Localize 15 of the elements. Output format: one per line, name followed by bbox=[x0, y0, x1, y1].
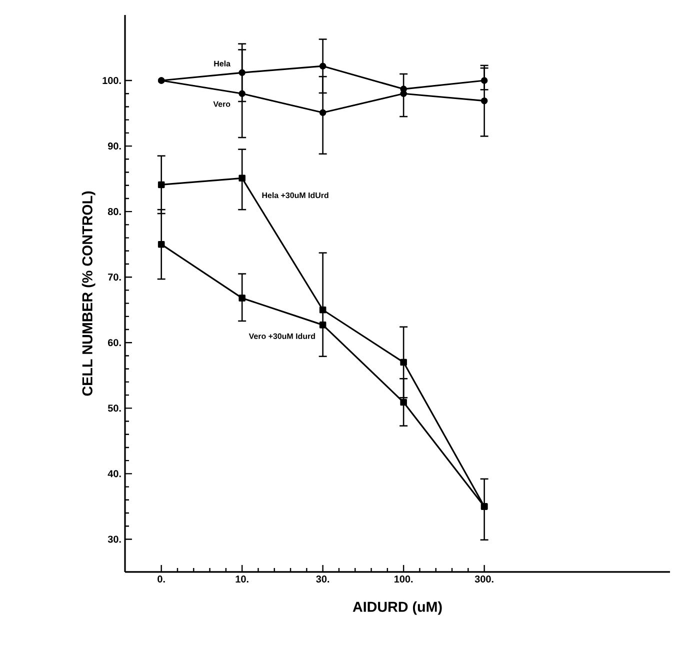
y-tick-label: 90. bbox=[108, 142, 121, 150]
y-tick-label: 30. bbox=[108, 536, 121, 543]
y-tick-label: 40. bbox=[108, 470, 121, 478]
y-tick-label: 100. bbox=[102, 76, 121, 84]
x-tick-label: 30. bbox=[316, 576, 330, 583]
x-tick-label: 0. bbox=[158, 576, 165, 583]
x-axis-title: AIDURD (uM) bbox=[352, 601, 442, 615]
y-axis-title: CELL NUMBER (% CONTROL) bbox=[82, 191, 96, 396]
y-tick-label: 50. bbox=[108, 404, 121, 412]
y-tick-label: 80. bbox=[108, 208, 121, 216]
x-tick-label: 300. bbox=[474, 576, 494, 583]
y-tick-label: 70. bbox=[108, 274, 121, 281]
x-tick-label: 100. bbox=[394, 576, 413, 583]
y-tick-label: 60. bbox=[108, 339, 121, 346]
x-tick-label: 10. bbox=[236, 576, 248, 583]
